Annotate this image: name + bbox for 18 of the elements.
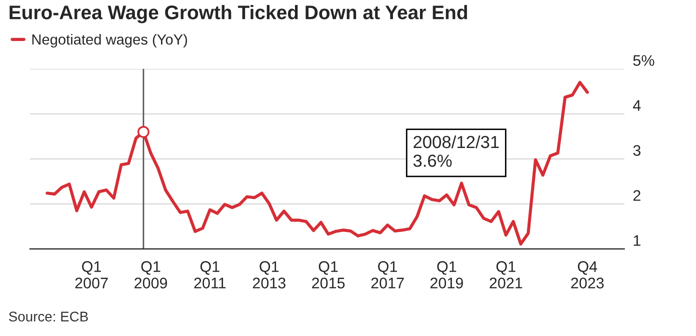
x-tick-label: Q1 2007 [75, 261, 108, 288]
x-tick-label: Q1 2015 [312, 261, 345, 288]
legend-label: Negotiated wages (YoY) [32, 34, 188, 48]
x-tick-label: Q1 2013 [252, 261, 286, 288]
x-tick-label: Q1 2009 [134, 261, 168, 288]
x-tick-label: Q1 2019 [430, 261, 463, 288]
y-tick-label: 3 [633, 145, 640, 156]
source-note: Source: ECB [8, 312, 88, 322]
y-tick-label: 4 [632, 100, 641, 111]
x-tick-label: Q1 2021 [490, 261, 522, 288]
x-tick-label: Q4 2023 [571, 261, 604, 288]
x-tick-label: Q1 2017 [371, 261, 404, 288]
y-tick-label: 2 [633, 190, 640, 201]
annotation: 2008/12/31 3.6% [413, 135, 499, 167]
y-tick-label: 1 [634, 235, 640, 246]
x-tick-label: Q1 2011 [194, 261, 226, 288]
chart-title: Euro-Area Wage Growth Ticked Down at Year End [10, 5, 468, 24]
y-tick-label: 5% [633, 55, 654, 66]
